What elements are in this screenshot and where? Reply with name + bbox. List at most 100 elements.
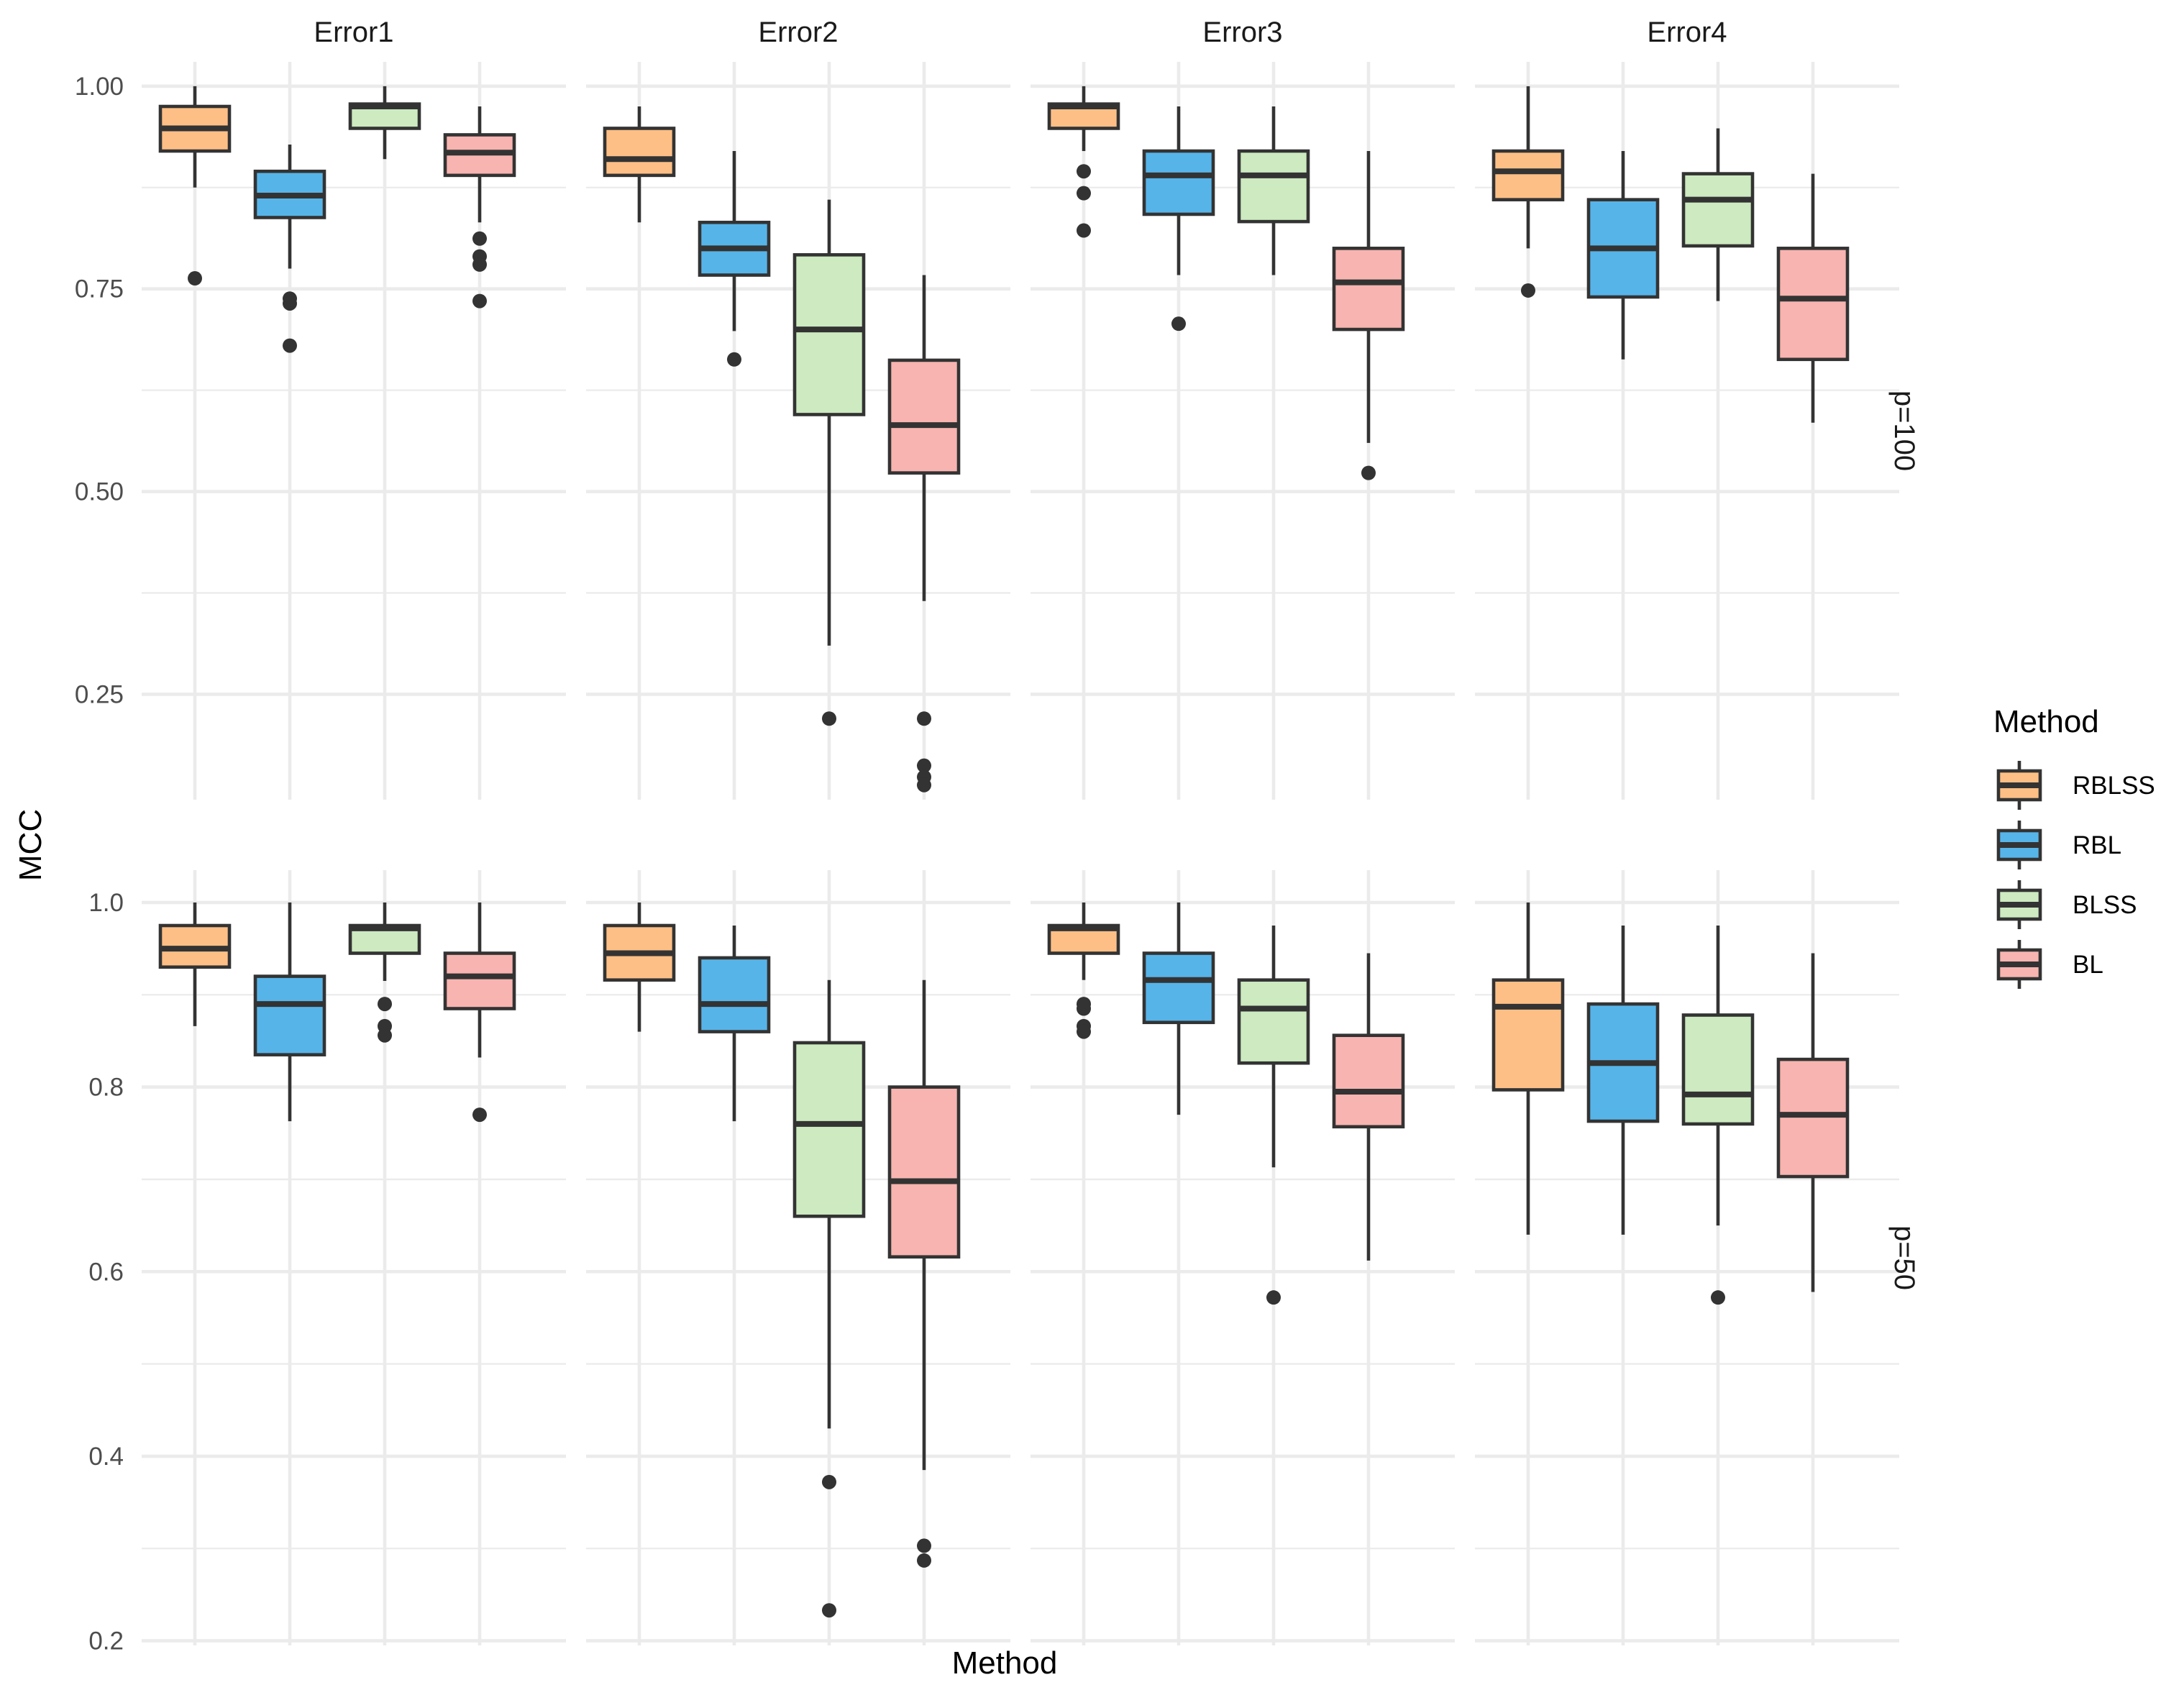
box-blss-error1-p-100 [348, 86, 421, 160]
y-tick-label: 0.8 [88, 1074, 124, 1102]
box-blss-error1-p-50 [348, 902, 421, 1043]
outlier-point [822, 1603, 836, 1618]
y-axis-title: MCC [13, 809, 48, 881]
box-iqr [1237, 149, 1310, 224]
box-iqr [1681, 1013, 1755, 1126]
column-strip-label-error2: Error2 [758, 17, 838, 48]
outlier-point [1266, 1290, 1281, 1305]
legend-label-rbl: RBL [2073, 831, 2121, 859]
legend-label-bl: BL [2073, 951, 2103, 979]
box-bl-error3-p-100 [1332, 151, 1405, 480]
box-iqr [1681, 172, 1755, 248]
box-rblss-error4-p-100 [1491, 86, 1565, 298]
y-tick-label: 0.6 [88, 1258, 124, 1286]
column-strip-label-error3: Error3 [1202, 17, 1282, 48]
outlier-point [472, 1107, 487, 1123]
box-blss-error2-p-100 [792, 199, 866, 726]
column-strip-label-error4: Error4 [1647, 17, 1727, 48]
outlier-point [283, 338, 297, 353]
outlier-point [472, 257, 487, 272]
box-blss-error4-p-100 [1681, 128, 1755, 301]
y-tick-label: 1.0 [88, 889, 124, 917]
y-tick-label: 1.00 [75, 73, 124, 101]
box-iqr [1237, 978, 1310, 1065]
outlier-point [1077, 1024, 1091, 1039]
legend-label-blss: BLSS [2073, 891, 2137, 919]
outlier-point [378, 997, 392, 1012]
label-layer: 0.25 0.50 0.75 1.00 p=100 Error1 Error2 Error3 E… [75, 17, 1920, 1655]
outlier-point [378, 1028, 392, 1043]
row-strip-label-p-100: p=100 [1888, 390, 1920, 471]
box-blss-error3-p-50 [1237, 926, 1310, 1305]
plot-layer [158, 86, 1850, 1618]
legend-entry-rbl: RBL [1996, 821, 2121, 869]
outlier-point [472, 293, 487, 309]
box-iqr [1142, 951, 1215, 1025]
box-rbl-error1-p-50 [253, 902, 326, 1122]
outlier-point [283, 296, 297, 311]
box-rblss-error2-p-50 [603, 902, 676, 1032]
box-iqr [792, 253, 866, 416]
outlier-point [822, 1474, 836, 1489]
box-iqr [253, 974, 326, 1056]
box-rbl-error4-p-100 [1586, 151, 1660, 360]
box-bl-error4-p-50 [1776, 953, 1850, 1292]
box-iqr [1332, 1033, 1405, 1129]
outlier-point [727, 352, 741, 367]
x-axis-title: Method [952, 1645, 1058, 1681]
box-iqr [1491, 978, 1565, 1092]
legend-entry-rblss: RBLSS [1996, 761, 2155, 810]
box-blss-error4-p-50 [1681, 926, 1755, 1305]
outlier-point [917, 777, 931, 793]
box-iqr [887, 1085, 961, 1259]
box-bl-error3-p-50 [1332, 953, 1405, 1261]
box-iqr [603, 127, 676, 178]
outlier-point [917, 1553, 931, 1568]
legend-entries: RBLSS RBL BLSS BL [1996, 761, 2155, 989]
box-bl-error2-p-50 [887, 979, 961, 1568]
y-tick-label: 0.4 [88, 1443, 124, 1471]
outlier-point [917, 1538, 931, 1553]
legend-entry-bl: BL [1996, 940, 2103, 989]
legend-title: Method [1993, 704, 2099, 739]
box-bl-error1-p-50 [443, 902, 516, 1123]
box-rbl-error2-p-50 [698, 926, 771, 1122]
box-rblss-error1-p-100 [158, 86, 232, 286]
box-iqr [1332, 247, 1405, 332]
box-rblss-error3-p-100 [1047, 86, 1120, 238]
outlier-point [1077, 1001, 1091, 1016]
outlier-point [1361, 465, 1376, 480]
outlier-point [1521, 283, 1535, 298]
box-bl-error1-p-100 [443, 106, 516, 309]
box-blss-error2-p-50 [792, 979, 866, 1618]
box-rbl-error1-p-100 [253, 145, 326, 353]
legend: Method RBLSS RBL BLSS BL [1993, 704, 2155, 989]
box-iqr [887, 358, 961, 475]
y-tick-label: 0.75 [75, 275, 124, 303]
row-strip-label-p-50: p=50 [1888, 1225, 1920, 1290]
box-rblss-error2-p-100 [603, 106, 676, 223]
outlier-point [1077, 164, 1091, 179]
outlier-point [188, 271, 202, 286]
outlier-point [917, 711, 931, 726]
outlier-point [1077, 223, 1091, 238]
outlier-point [1077, 186, 1091, 201]
legend-entry-blss: BLSS [1996, 880, 2137, 929]
y-tick-label: 0.2 [88, 1627, 124, 1655]
box-iqr [792, 1041, 866, 1218]
legend-label-rblss: RBLSS [2073, 772, 2155, 800]
box-iqr [1776, 247, 1850, 362]
box-rblss-error4-p-50 [1491, 902, 1565, 1235]
outlier-point [822, 711, 836, 726]
box-rblss-error3-p-50 [1047, 902, 1120, 1039]
box-rbl-error4-p-50 [1586, 926, 1660, 1235]
outlier-point [472, 231, 487, 246]
box-rbl-error3-p-100 [1142, 106, 1215, 332]
box-bl-error4-p-100 [1776, 173, 1850, 423]
box-iqr [698, 956, 771, 1033]
box-blss-error3-p-100 [1237, 106, 1310, 275]
box-rblss-error1-p-50 [158, 902, 232, 1026]
box-iqr [1776, 1057, 1850, 1179]
